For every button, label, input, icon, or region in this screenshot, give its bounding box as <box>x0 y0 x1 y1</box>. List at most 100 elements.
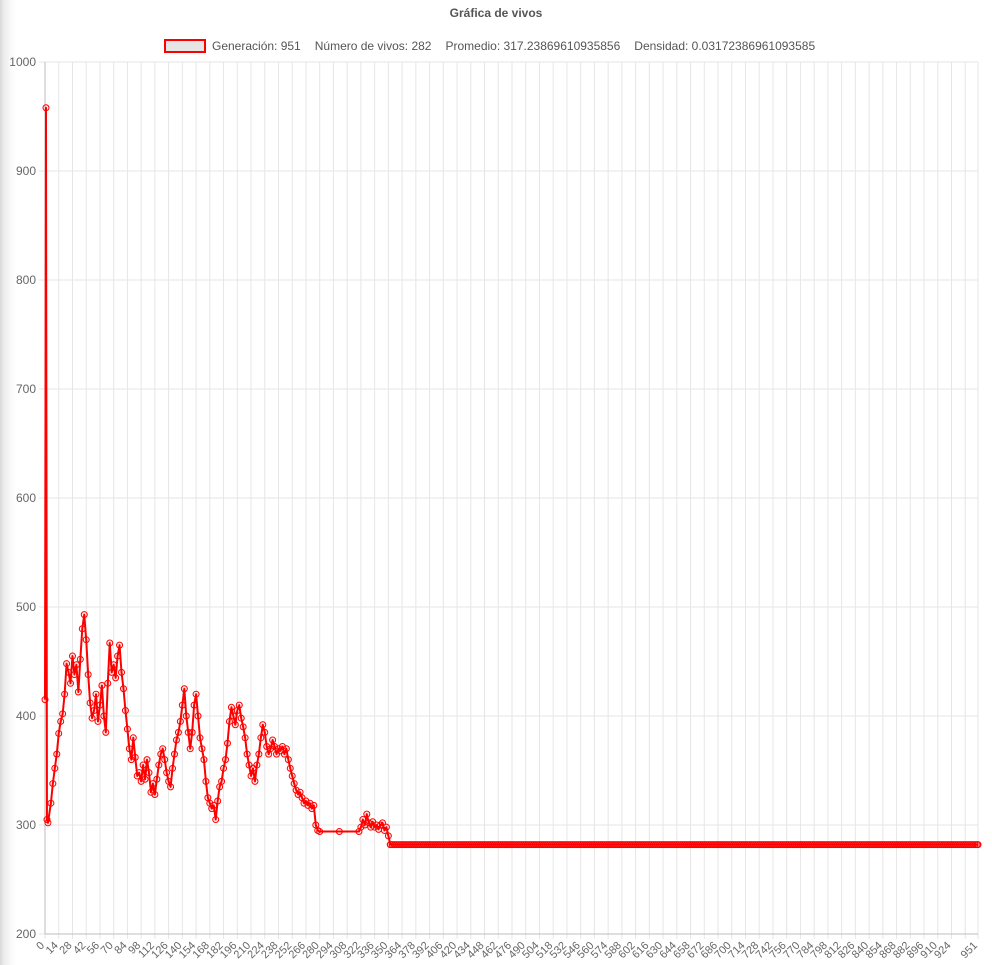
data-point <box>47 799 55 807</box>
data-point <box>63 660 71 668</box>
data-point <box>88 714 96 722</box>
data-point <box>290 780 298 788</box>
data-point <box>239 723 247 731</box>
y-tick-label: 900 <box>16 164 36 178</box>
data-point <box>86 699 94 707</box>
data-point <box>200 756 208 764</box>
data-point <box>92 690 100 698</box>
data-point <box>188 728 196 736</box>
data-point <box>74 688 82 696</box>
y-tick-label: 1000 <box>9 55 36 69</box>
data-point <box>96 701 104 709</box>
data-point <box>155 761 163 769</box>
data-point <box>159 745 167 753</box>
data-point <box>102 728 110 736</box>
data-point <box>269 736 277 744</box>
data-point <box>235 701 243 709</box>
data-point <box>259 721 267 729</box>
data-point <box>363 810 371 818</box>
data-point <box>104 679 112 687</box>
data-point <box>167 783 175 791</box>
data-point <box>196 734 204 742</box>
data-point <box>112 674 120 682</box>
data-point <box>282 745 290 753</box>
y-tick-label: 300 <box>16 818 36 832</box>
data-point <box>231 721 239 729</box>
data-point <box>59 710 67 718</box>
data-point <box>220 764 228 772</box>
data-point <box>41 696 49 704</box>
data-point <box>182 712 190 720</box>
data-point <box>335 828 343 836</box>
data-point <box>72 661 80 669</box>
data-point <box>255 750 263 758</box>
data-point <box>163 769 171 777</box>
legend[interactable]: Generación: 951 Número de vivos: 282 Pro… <box>164 38 829 54</box>
data-point <box>172 736 180 744</box>
data-point <box>131 753 139 761</box>
data-point <box>176 717 184 725</box>
data-point <box>118 668 126 676</box>
data-point <box>49 780 57 788</box>
data-point <box>192 690 200 698</box>
data-point <box>123 725 131 733</box>
x-tick-label: 924 <box>932 940 953 961</box>
data-point <box>44 819 52 827</box>
data-point <box>70 671 78 679</box>
data-point <box>147 788 155 796</box>
data-point <box>357 823 365 831</box>
data-point <box>202 777 210 785</box>
legend-swatch[interactable] <box>164 39 206 53</box>
data-point <box>114 652 122 660</box>
y-tick-label: 200 <box>16 927 36 941</box>
data-point <box>68 652 76 660</box>
data-point <box>214 797 222 805</box>
data-point <box>94 717 102 725</box>
data-point <box>243 750 251 758</box>
data-point <box>257 734 265 742</box>
legend-density: Densidad: 0.03172386961093585 <box>634 39 816 53</box>
data-point <box>135 769 143 777</box>
data-point <box>218 777 226 785</box>
data-point <box>169 764 177 772</box>
legend-alive-count: Número de vivos: 282 <box>314 39 432 53</box>
data-point <box>310 801 318 809</box>
data-point <box>149 780 157 788</box>
data-point <box>143 756 151 764</box>
data-point <box>288 772 296 780</box>
data-point <box>42 104 50 112</box>
data-point <box>151 790 159 798</box>
data-point <box>210 801 218 809</box>
data-point <box>253 761 261 769</box>
data-point <box>384 832 392 840</box>
data-point <box>82 636 90 644</box>
legend-average: Promedio: 317.23869610935856 <box>445 39 621 53</box>
data-point <box>139 761 147 769</box>
data-point <box>80 611 88 619</box>
data-point <box>237 714 245 722</box>
y-tick-label: 700 <box>16 382 36 396</box>
data-point <box>108 668 116 676</box>
data-point <box>76 655 84 663</box>
data-point <box>222 756 230 764</box>
data-point <box>247 772 255 780</box>
chart-title: Gráfica de vivos <box>449 6 543 20</box>
y-tick-label: 800 <box>16 273 36 287</box>
data-point <box>129 734 137 742</box>
data-point <box>100 712 108 720</box>
data-point <box>241 734 249 742</box>
data-point <box>261 728 269 736</box>
data-point <box>227 703 235 711</box>
data-point <box>55 729 63 737</box>
data-point <box>137 777 145 785</box>
y-tick-label: 500 <box>16 600 36 614</box>
data-point <box>267 745 275 753</box>
data-point <box>65 668 73 676</box>
data-point <box>98 681 106 689</box>
data-point <box>361 821 369 829</box>
data-point <box>153 775 161 783</box>
data-point <box>171 750 179 758</box>
data-point <box>180 685 188 693</box>
